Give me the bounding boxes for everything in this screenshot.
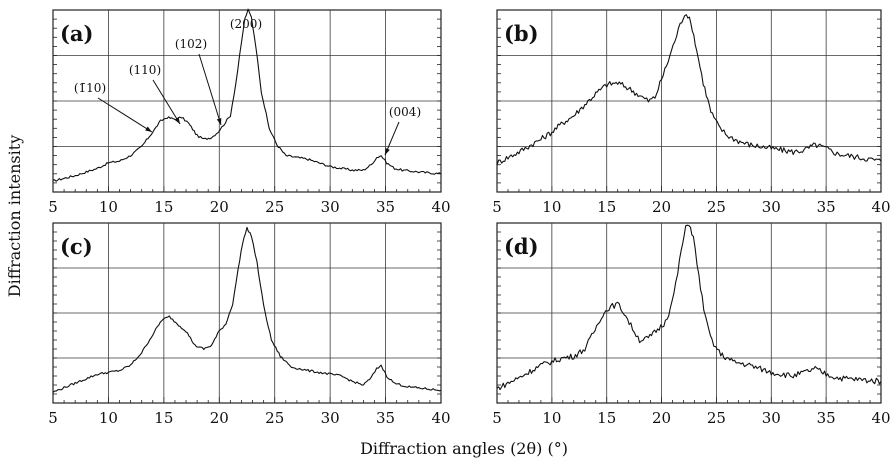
x-tick-label: 40 [871,409,890,427]
x-tick-label: 5 [492,198,502,216]
peak-annotation: (102) [175,37,207,51]
x-tick-label: 25 [265,198,284,216]
diffraction-trace [496,224,882,391]
panel-d: (d) 5 10 15 20 25 30 35 40 [492,222,891,427]
peak-annotation: (110) [129,63,161,77]
x-tick-label: 40 [431,198,450,216]
x-tick-label: 35 [817,198,836,216]
panel-c: (c) 5 10 15 20 25 30 35 40 [48,222,451,427]
panel-label: (c) [60,234,93,259]
arrow-head [216,118,222,125]
x-tick-label: 35 [376,409,395,427]
annotation-arrow [97,97,153,133]
panel-b: (b) 5 10 15 20 25 30 35 40 [492,9,891,216]
x-tick-label: 40 [871,198,890,216]
diffraction-trace [496,14,882,166]
x-tick-label: 35 [817,409,836,427]
x-tick-label: 20 [210,409,229,427]
x-tick-label: 30 [321,198,340,216]
x-tick-label: 25 [265,409,284,427]
arrow-head [385,148,390,155]
panel-label: (a) [60,21,93,46]
annotation-arrow [198,53,222,126]
peak-annotation: (200) [230,17,262,31]
x-tick-label: 30 [321,409,340,427]
arrow-head [174,117,180,124]
x-tick-label: 20 [210,198,229,216]
x-tick-label: 10 [99,198,118,216]
diffraction-trace [52,226,442,393]
panel-label: (b) [504,21,539,46]
x-tick-label: 5 [48,409,58,427]
x-tick-label: 25 [707,409,726,427]
arrow-head [145,126,152,132]
panel-label: (d) [504,234,539,259]
peak-annotation: (004) [389,105,421,119]
x-tick-label: 5 [48,198,58,216]
x-tick-label: 10 [542,409,561,427]
diffraction-trace [52,8,442,182]
y-axis-title: Diffraction intensity [5,135,24,297]
x-tick-label: 20 [652,198,671,216]
x-tick-label: 25 [707,198,726,216]
annotation-arrow [152,79,181,125]
x-tick-label: 35 [376,198,395,216]
x-tick-label: 5 [492,409,502,427]
x-tick-label: 15 [154,198,173,216]
x-tick-label: 30 [762,198,781,216]
x-axis-title: Diffraction angles (2θ) (°) [360,439,568,458]
x-tick-label: 10 [542,198,561,216]
panels-group: (a) 5 10 15 20 25 30 35 40 (1̄10) (110) (102) (200) (… [48,8,891,427]
x-tick-label: 20 [652,409,671,427]
x-tick-label: 15 [597,409,616,427]
x-tick-label: 30 [762,409,781,427]
peak-annotation: (1̄10) [74,81,106,95]
x-tick-label: 15 [597,198,616,216]
x-tick-label: 40 [431,409,450,427]
x-tick-label: 10 [99,409,118,427]
x-tick-label: 15 [154,409,173,427]
panel-a: (a) 5 10 15 20 25 30 35 40 (1̄10) (110) (102) (200) (… [48,8,451,216]
